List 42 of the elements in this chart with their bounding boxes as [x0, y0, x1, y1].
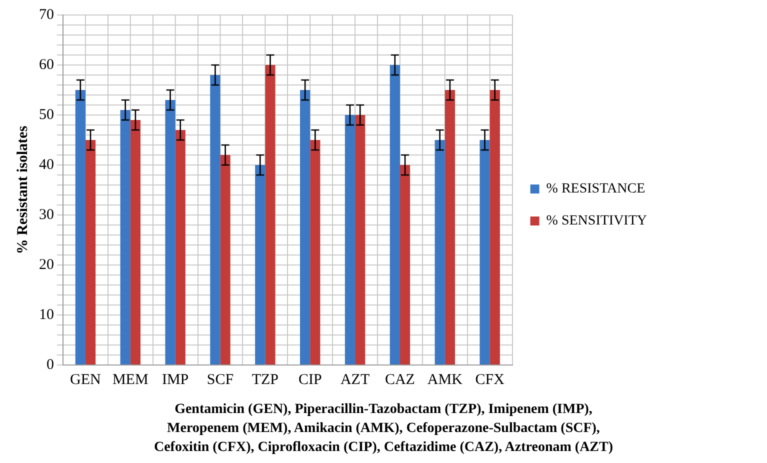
y-tick-label: 40: [39, 156, 54, 173]
x-tick-label: CAZ: [384, 372, 415, 388]
bar: [265, 65, 276, 364]
x-tick-label: CFX: [475, 372, 505, 388]
bar: [344, 115, 356, 364]
bar: [480, 140, 490, 364]
bar: [444, 90, 456, 364]
bar: [130, 120, 141, 364]
bar: [175, 130, 186, 364]
bar: [490, 90, 500, 364]
bar: [165, 100, 176, 364]
bar: [400, 165, 410, 364]
bar: [390, 65, 400, 364]
bar: [210, 75, 220, 364]
y-tick-label: 30: [39, 206, 54, 223]
y-tick-label: 20: [39, 256, 54, 273]
x-tick-label: GEN: [70, 372, 102, 388]
y-tick-label: 0: [46, 356, 54, 373]
bar: [85, 140, 96, 364]
y-tick-label: 60: [39, 56, 54, 73]
text: Gentamicin (GEN), Piperacillin-Tazobactam (TZP), Imipenem (IMP), Meropenem (MEM), Amikacin (AMK), Cefoperazone-Sulbactam (SCF), Cefoxitin (CFX), Ciprofloxacin (CIP), Ceftazidime (CAZ), Aztreonam (AZT): [152, 401, 614, 457]
x-tick-label: MEM: [112, 372, 148, 388]
y-axis-title: % Resistant isolates: [14, 126, 31, 254]
bar: [310, 140, 320, 364]
bar: [75, 90, 86, 364]
bar: [220, 155, 230, 364]
x-tick-label: AMK: [427, 372, 463, 388]
x-tick-label: CIP: [298, 372, 322, 388]
x-tick-label: TZP: [252, 372, 279, 388]
bar: [355, 115, 366, 364]
x-tick-label: IMP: [162, 372, 189, 388]
legend-label: % SENSITIVITY: [546, 214, 648, 229]
bar: [255, 165, 266, 364]
y-tick-label: 70: [39, 6, 54, 23]
bar: [434, 140, 445, 364]
x-tick-label: AZT: [340, 372, 370, 388]
bar: [120, 110, 130, 364]
bar: [300, 90, 310, 364]
legend-label: % RESISTANCE: [546, 182, 646, 197]
y-tick-label: 50: [39, 106, 54, 123]
y-tick-label: 10: [39, 306, 54, 323]
x-tick-label: SCF: [206, 372, 234, 388]
